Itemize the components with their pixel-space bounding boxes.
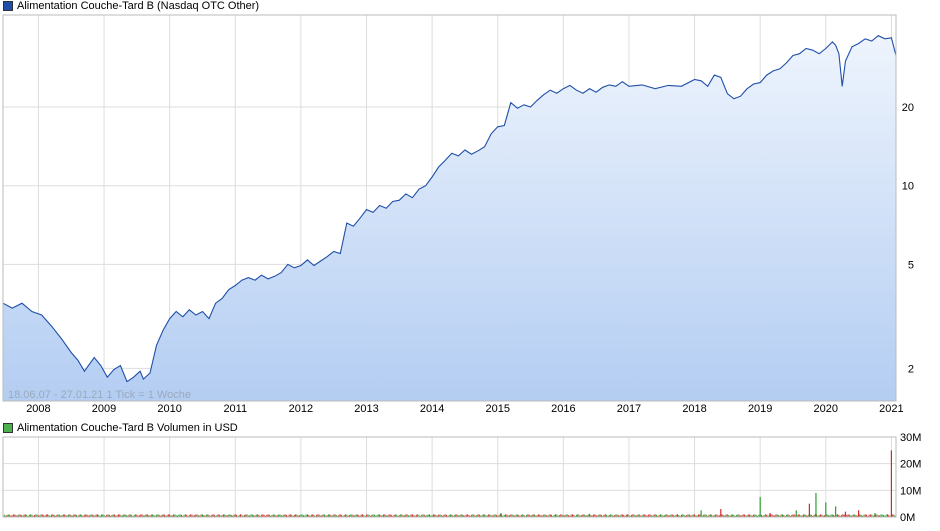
price-legend-label: Alimentation Couche-Tard B (Nasdaq OTC O…: [17, 0, 260, 12]
price-legend-swatch: [3, 1, 13, 11]
y-tick-label: 2: [908, 363, 914, 375]
x-tick-label: 2021: [879, 403, 903, 415]
price-y-ticks: 2 5 10 20: [902, 102, 914, 375]
x-tick-label: 2014: [420, 403, 444, 415]
volume-legend-swatch: [3, 423, 13, 433]
x-tick-label: 2016: [551, 403, 575, 415]
x-tick-label: 2018: [682, 403, 706, 415]
x-tick-label: 2020: [814, 403, 838, 415]
volume-y-tick-label: 0M: [900, 512, 915, 524]
y-tick-label: 5: [908, 259, 914, 271]
y-tick-label: 20: [902, 102, 914, 114]
volume-legend-label: Alimentation Couche-Tard B Volumen in US…: [17, 422, 238, 434]
price-area: [3, 35, 896, 401]
x-tick-label: 2015: [485, 403, 509, 415]
volume-bars: [2, 450, 896, 517]
x-tick-label: 2009: [92, 403, 116, 415]
x-tick-label: 2011: [223, 403, 247, 415]
price-x-ticks: 2008 2009 2010 2011 2012 2013 2014 2015 2016 2017…: [26, 403, 903, 415]
volume-y-tick-label: 10M: [900, 485, 921, 497]
x-tick-label: 2010: [157, 403, 181, 415]
volume-y-tick-label: 30M: [900, 432, 921, 444]
price-line: [2, 35, 897, 383]
volume-panel-frame: [2, 436, 897, 518]
volume-legend: Alimentation Couche-Tard B Volumen in US…: [3, 422, 238, 434]
x-tick-label: 2017: [617, 403, 641, 415]
x-tick-label: 2019: [748, 403, 772, 415]
volume-y-tick-label: 20M: [900, 459, 921, 471]
price-panel-frame: [2, 14, 897, 402]
volume-y-ticks: 0M 10M 20M 30M: [900, 432, 921, 524]
volume-grid: [3, 436, 896, 518]
x-tick-label: 2008: [26, 403, 50, 415]
x-tick-label: 2012: [289, 403, 313, 415]
y-tick-label: 10: [902, 181, 914, 193]
x-tick-label: 2013: [354, 403, 378, 415]
price-legend: Alimentation Couche-Tard B (Nasdaq OTC O…: [3, 0, 259, 12]
chart-info-text: 18.06.07 - 27.01.21 1 Tick = 1 Woche: [8, 389, 191, 401]
